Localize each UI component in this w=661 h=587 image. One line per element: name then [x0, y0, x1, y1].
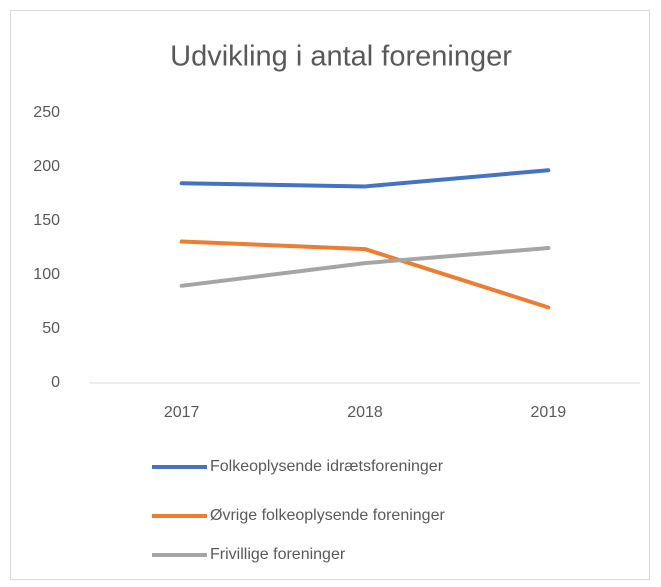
x-tick-label: 2018: [347, 404, 383, 421]
legend-label: Øvrige folkeoplysende foreninger: [210, 507, 445, 524]
series-line: [179, 168, 551, 189]
legend-label: Frivillige foreninger: [210, 546, 346, 563]
series-line: [179, 239, 551, 310]
chart-title: Udvikling i antal foreninger: [170, 41, 512, 73]
series-line: [179, 246, 551, 288]
x-tick-label: 2019: [531, 404, 567, 421]
legend-label: Folkeoplysende idrætsforeninger: [210, 458, 444, 475]
y-tick-label: 150: [33, 212, 60, 229]
chart-border: [10, 10, 650, 580]
y-tick-label: 200: [33, 158, 60, 175]
y-tick-label: 100: [33, 266, 60, 283]
x-tick-label: 2017: [164, 404, 200, 421]
y-tick-label: 250: [33, 104, 60, 121]
y-tick-label: 50: [42, 320, 60, 337]
y-tick-label: 0: [51, 374, 60, 391]
